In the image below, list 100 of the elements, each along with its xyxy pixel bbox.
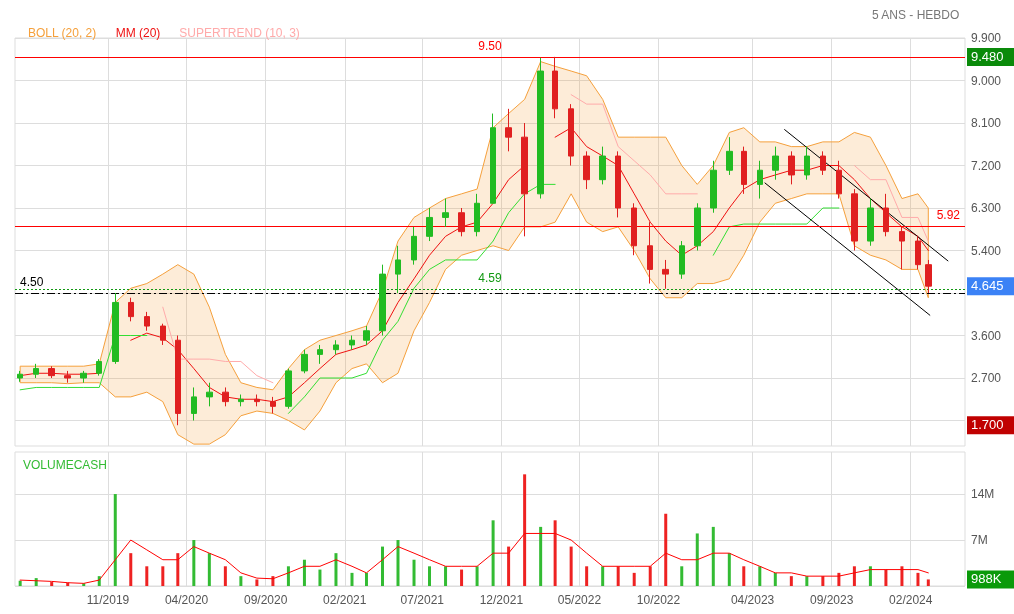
y-tick-label: 9.900 <box>971 31 1002 45</box>
candlestick <box>694 202 701 251</box>
x-tick-label: 11/2019 <box>86 593 130 607</box>
bar <box>161 566 165 586</box>
bar <box>821 576 825 586</box>
candlestick <box>128 297 134 322</box>
bar <box>601 566 605 586</box>
bar <box>523 474 527 586</box>
bar <box>789 576 793 586</box>
bar <box>350 572 354 586</box>
bar <box>852 566 856 586</box>
legend-label: BOLL (20, 2) <box>28 26 97 40</box>
candlestick <box>64 370 71 384</box>
candlestick <box>238 394 244 407</box>
candlestick <box>925 259 932 294</box>
bar <box>334 553 338 586</box>
y-tick-label: 9.000 <box>971 73 1002 88</box>
bar <box>805 576 809 586</box>
candlestick <box>33 363 39 379</box>
candlestick <box>363 325 370 346</box>
bar <box>50 582 54 586</box>
candlestick <box>317 344 323 365</box>
bar <box>758 566 762 586</box>
bar <box>900 566 904 586</box>
y-tick-label: 5.400 <box>971 243 1002 258</box>
bar <box>491 520 495 586</box>
candlestick <box>222 386 229 407</box>
text: 988K <box>971 571 1002 587</box>
bar <box>664 513 668 586</box>
bar <box>271 576 275 586</box>
text: 9.480 <box>971 48 1004 64</box>
bar <box>364 572 368 586</box>
candlestick <box>568 103 574 166</box>
candlestick <box>270 396 276 414</box>
candlestick <box>80 370 87 384</box>
x-tick-label: 04/2023 <box>730 593 775 607</box>
candlestick <box>474 193 480 237</box>
text: MM (20) <box>115 26 161 40</box>
bar <box>239 576 243 586</box>
candlestick <box>647 221 653 285</box>
candlestick <box>96 358 102 377</box>
candlestick <box>710 160 717 214</box>
x-tick-label: 02/2021 <box>323 593 367 607</box>
candlestick <box>521 122 528 237</box>
bar <box>632 572 636 586</box>
bar <box>926 579 930 586</box>
bar <box>507 546 511 586</box>
candlestick <box>48 365 55 379</box>
candlestick <box>254 394 260 407</box>
candlestick <box>804 146 810 181</box>
x-tick-label: 04/2020 <box>164 593 209 607</box>
candlestick <box>679 240 685 280</box>
bar <box>539 526 543 586</box>
candlestick <box>333 339 339 355</box>
candlestick <box>820 150 826 176</box>
bar <box>553 520 557 586</box>
bar <box>680 566 684 586</box>
x-tick-label: 05/2022 <box>557 593 602 607</box>
bar <box>916 572 920 586</box>
bar <box>616 566 620 586</box>
y-tick-label: 7M <box>971 533 988 548</box>
bar <box>176 553 180 586</box>
ref-line-label: 9.50 <box>478 38 502 53</box>
bar <box>207 553 211 586</box>
bar <box>585 566 589 586</box>
text: SUPERTREND (10, 3) <box>179 26 300 40</box>
bar <box>569 546 573 586</box>
text: 1.700 <box>971 417 1004 433</box>
bar <box>18 580 22 586</box>
text: VOLUMECASH <box>23 458 108 472</box>
line-series <box>19 532 929 584</box>
candlestick <box>206 382 213 407</box>
bar <box>695 533 699 586</box>
candlestick <box>867 198 874 247</box>
bar <box>302 559 306 586</box>
x-tick-label: 12/2021 <box>479 593 524 607</box>
candlestick <box>17 370 23 383</box>
candlestick <box>726 136 733 176</box>
candlestick <box>599 146 606 185</box>
candlestick <box>851 188 858 251</box>
bar <box>412 559 416 586</box>
bar <box>884 569 888 586</box>
candlestick <box>772 146 779 181</box>
ref-line-label: 5.92 <box>936 207 961 222</box>
x-tick-label: 09/2023 <box>809 593 854 607</box>
ref-line-label: 4.50 <box>20 275 44 289</box>
candlestick <box>505 108 512 152</box>
bar <box>460 569 464 586</box>
candlestick <box>112 292 119 365</box>
candlestick <box>426 207 433 242</box>
bar <box>648 566 652 586</box>
candlestick <box>160 323 166 346</box>
bar <box>286 566 290 586</box>
candlestick <box>615 150 621 218</box>
text: 4.645 <box>971 278 1004 294</box>
y-tick-label: 2.700 <box>971 371 1002 385</box>
candlestick <box>537 57 544 200</box>
bar <box>192 540 196 586</box>
bar <box>396 540 400 586</box>
bar <box>475 566 479 586</box>
